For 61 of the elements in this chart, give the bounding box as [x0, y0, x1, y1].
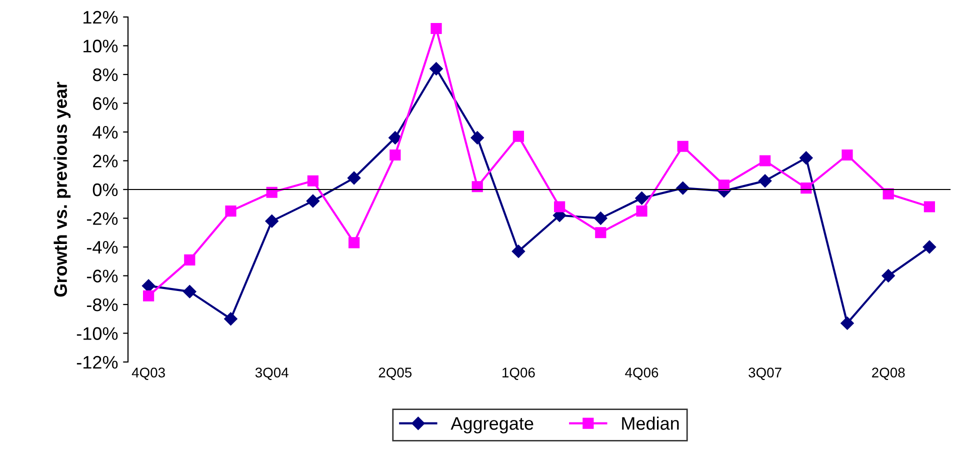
x-tick-label: 4Q06 — [625, 368, 658, 380]
y-tick-label: 12% — [84, 10, 118, 24]
y-tick-label: 6% — [93, 97, 118, 110]
point — [676, 181, 690, 195]
y-tick-label: -2% — [86, 212, 118, 225]
point — [266, 186, 278, 198]
point — [388, 131, 402, 144]
x-tick-label: 2Q05 — [378, 368, 412, 380]
point — [430, 62, 443, 76]
y-tick-label: 4% — [92, 126, 118, 139]
y-tick-label: 10% — [84, 40, 118, 52]
point — [882, 188, 894, 200]
point — [390, 149, 401, 161]
point — [636, 206, 648, 217]
point — [800, 182, 812, 194]
y-tick-label: 0% — [92, 183, 118, 196]
point — [922, 240, 936, 254]
point — [184, 254, 196, 266]
point — [759, 155, 771, 166]
y-tick-label: -8% — [86, 298, 118, 312]
point — [306, 194, 320, 208]
point — [142, 279, 156, 292]
y-tick-label: 2% — [93, 154, 118, 168]
y-tick-label: 8% — [92, 68, 118, 82]
point — [225, 206, 236, 217]
point — [842, 149, 853, 161]
point — [594, 212, 608, 225]
point — [800, 151, 813, 164]
point — [472, 181, 483, 192]
point — [758, 174, 772, 188]
point — [635, 192, 648, 205]
y-tick-label: -12% — [76, 356, 118, 369]
point — [512, 130, 524, 142]
point — [347, 171, 361, 185]
y-tick-label: -6% — [86, 270, 118, 282]
x-tick-label: 4Q03 — [132, 368, 165, 380]
x-tick-label: 3Q04 — [255, 368, 288, 380]
y-axis-title: Growth vs. previous year — [54, 82, 71, 297]
point — [882, 269, 895, 282]
point — [307, 175, 319, 186]
point — [512, 244, 526, 258]
point — [348, 237, 360, 248]
point — [924, 201, 936, 212]
x-tick-label: 3Q07 — [748, 368, 782, 380]
point — [470, 131, 484, 144]
y-tick-label: -4% — [86, 241, 118, 254]
point — [718, 180, 730, 191]
point — [265, 214, 278, 228]
point — [840, 316, 854, 330]
point — [595, 227, 606, 238]
point — [224, 312, 238, 326]
point — [554, 201, 566, 212]
x-tick-label: 2Q08 — [872, 368, 905, 380]
point — [430, 22, 442, 34]
legend-label: Aggregate — [450, 417, 534, 434]
y-tick-label: -10% — [76, 327, 118, 340]
x-tick-label: 1Q06 — [502, 368, 535, 380]
point — [183, 284, 196, 298]
point — [142, 290, 154, 302]
point — [677, 140, 688, 152]
legend-label: Median — [622, 416, 679, 430]
